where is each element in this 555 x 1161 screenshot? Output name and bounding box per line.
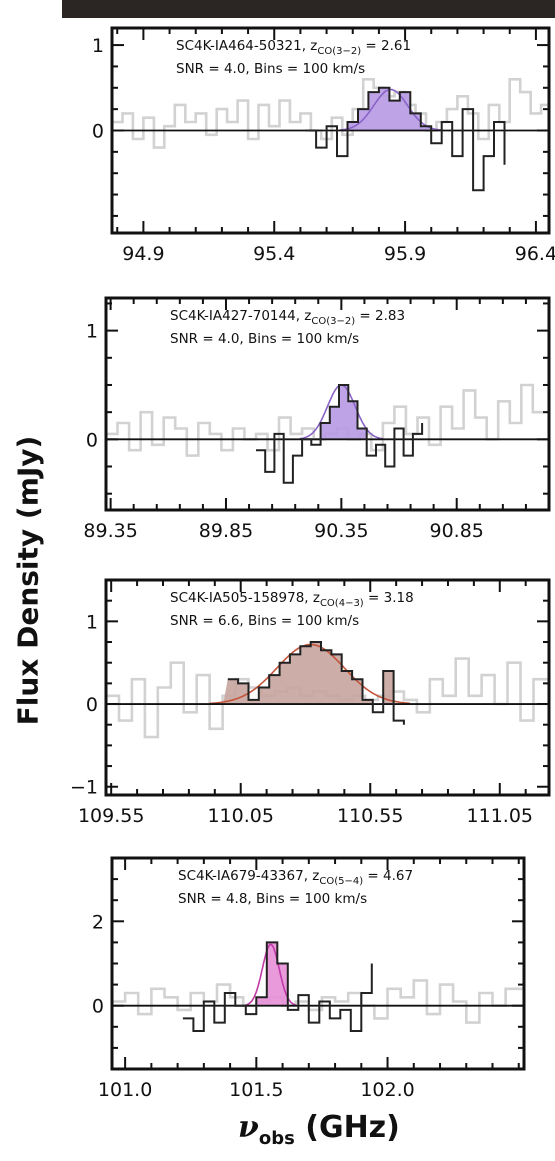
annotation-redshift: = 3.18: [364, 590, 414, 606]
y-tick-label: 1: [86, 611, 98, 633]
chart-panel-2: 89.35 89.85 90.35 90.85 0 1 SC4K-IA427-70144, …: [83, 298, 549, 542]
axes-frame: [112, 858, 524, 1069]
x-tick-label: 94.9: [122, 243, 164, 265]
annotation-subscript: CO(4−3): [320, 598, 364, 609]
x-tick-label: 90.85: [430, 520, 484, 542]
axes-frame: [106, 298, 549, 510]
chart-panel-1: 94.9 95.4 95.9 96.4 0 1 SC4K-IA464-50321, zCO(…: [92, 28, 555, 265]
annotation-redshift: = 2.83: [355, 308, 405, 324]
y-tick-label: 0: [86, 429, 98, 451]
x-axis-subscript: obs: [259, 1128, 295, 1149]
plot-area: [106, 642, 549, 737]
x-axis-unit: (GHz): [295, 1110, 400, 1145]
panel-annotation-title: SC4K-IA464-50321, zCO(3−2) = 2.61: [176, 38, 411, 57]
panel-annotation-title: SC4K-IA505-158978, zCO(4−3) = 3.18: [170, 590, 414, 609]
y-tick-label: −1: [70, 777, 98, 799]
panel-annotation-snr: SNR = 4.0, Bins = 100 km/s: [170, 331, 359, 347]
y-tick-label: 0: [92, 996, 104, 1018]
x-axis-symbol: ν: [238, 1110, 259, 1145]
annotation-source-name: SC4K-IA679-43367, z: [178, 868, 319, 884]
annotation-subscript: CO(3−2): [317, 46, 361, 57]
panel-annotation-title: SC4K-IA427-70144, zCO(3−2) = 2.83: [170, 308, 405, 327]
x-tick-label: 95.9: [384, 243, 426, 265]
y-tick-label: 0: [86, 694, 98, 716]
plot-area: [112, 942, 524, 1031]
chart-panel-4: 101.0 101.5 102.0 0 2 SC4K-IA679-43367, zCO(5…: [92, 858, 524, 1101]
plot-area: [112, 79, 549, 190]
x-tick-label: 101.5: [229, 1079, 283, 1101]
annotation-subscript: CO(3−2): [311, 316, 355, 327]
annotation-subscript: CO(5−4): [319, 876, 363, 887]
line-fill-area: [249, 942, 293, 1005]
spectrum-gray-line: [112, 79, 549, 147]
y-tick-label: 0: [92, 121, 104, 143]
plot-area: [106, 385, 549, 483]
annotation-redshift: = 2.61: [361, 38, 411, 54]
x-tick-label: 109.55: [78, 805, 144, 827]
x-tick-label: 111.05: [467, 805, 533, 827]
panel-annotation-snr: SNR = 6.6, Bins = 100 km/s: [170, 613, 359, 629]
x-tick-label: 96.4: [515, 243, 555, 265]
annotation-source-name: SC4K-IA505-158978, z: [170, 590, 320, 606]
panel-annotation-snr: SNR = 4.0, Bins = 100 km/s: [176, 61, 365, 77]
spectrum-gray-line: [112, 980, 524, 1022]
x-tick-label: 89.35: [83, 520, 137, 542]
x-tick-label: 110.05: [207, 805, 273, 827]
y-axis-label: Flux Density (mJy): [8, 0, 48, 1161]
x-tick-label: 90.35: [314, 520, 368, 542]
spectrum-gray-line: [106, 385, 549, 456]
y-tick-label: 1: [86, 321, 98, 343]
x-tick-label: 102.0: [360, 1079, 414, 1101]
y-tick-label: 2: [92, 911, 104, 933]
chart-panel-3: 109.55 110.05 110.55 111.05 −1 0 1 SC4K-IA505-1…: [70, 580, 549, 827]
x-tick-label: 101.0: [98, 1079, 152, 1101]
annotation-redshift: = 4.67: [363, 868, 413, 884]
x-tick-label: 89.85: [199, 520, 253, 542]
panel-annotation-title: SC4K-IA679-43367, zCO(5−4) = 4.67: [178, 868, 413, 887]
y-tick-label: 1: [92, 35, 104, 57]
panel-annotation-snr: SNR = 4.8, Bins = 100 km/s: [178, 891, 367, 907]
annotation-source-name: SC4K-IA427-70144, z: [170, 308, 311, 324]
x-axis-label: νobs (GHz): [238, 1110, 400, 1149]
x-tick-label: 110.55: [337, 805, 403, 827]
x-tick-label: 95.4: [253, 243, 295, 265]
annotation-source-name: SC4K-IA464-50321, z: [176, 38, 317, 54]
